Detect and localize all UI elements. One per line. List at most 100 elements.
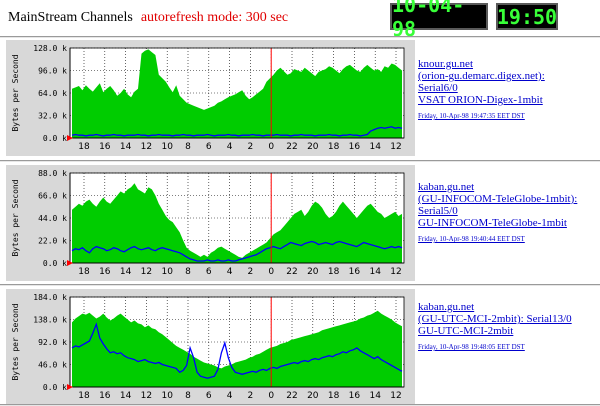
origin-marker [67, 384, 73, 390]
y-tick-label: 32.0 k [38, 112, 67, 121]
x-tick-label: 16 [99, 391, 111, 401]
x-tick-label: 10 [161, 391, 173, 401]
x-tick-label: 4 [227, 142, 233, 152]
x-tick-label: 0 [268, 142, 274, 152]
x-tick-label: 6 [206, 267, 212, 277]
y-tick-label: 64.0 k [38, 89, 67, 98]
channel-link-3-host[interactable]: kaban.gu.net [418, 301, 475, 313]
channel-info-1: knour.gu.net (orion-gu.demarc.digex.net)… [418, 58, 598, 122]
chart-panel-2: 0.0 k 22.0 k 44.0 k 66.0 k 88.0 k 18 16 14 12 10 8… [6, 165, 415, 281]
x-tick-label: 16 [99, 267, 111, 277]
x-tick-label: 14 [369, 391, 381, 401]
y-axis-label: Bytes per Second [11, 54, 20, 131]
led-date-text: 10-04-98 [392, 0, 465, 41]
inbound-area [72, 183, 402, 263]
inbound-area [72, 49, 402, 138]
x-tick-label: 12 [141, 142, 152, 152]
x-tick-label: 20 [307, 267, 319, 277]
x-tick-label: 6 [206, 391, 212, 401]
y-tick-label: 0.0 k [43, 134, 67, 143]
page-header: MainStream Channels autorefresh mode: 30… [8, 8, 288, 32]
x-tick-label: 2 [248, 267, 254, 277]
x-tick-label: 0 [268, 267, 274, 277]
x-tick-label: 2 [248, 142, 254, 152]
x-tick-label: 20 [307, 391, 319, 401]
x-tick-label: 4 [227, 391, 233, 401]
x-tick-label: 14 [120, 391, 132, 401]
x-tick-label: 18 [328, 267, 340, 277]
channel-link-1-line4[interactable]: VSAT ORION-Digex-1mbit [418, 94, 543, 106]
channel-link-1-line2[interactable]: (orion-gu.demarc.digex.net): [418, 70, 545, 82]
traffic-chart-3: 0.0 k 46.0 k 92.0 k 138.0 k 184.0 k 18 16 14 12 1… [6, 289, 415, 405]
x-tick-label: 22 [286, 267, 297, 277]
x-tick-label: 16 [349, 391, 361, 401]
y-tick-label: 128.0 k [33, 44, 67, 53]
x-tick-label: 12 [390, 391, 401, 401]
channel-link-2-line3[interactable]: Serial5/0 [418, 205, 458, 217]
plot-frame [69, 47, 405, 139]
channel-timestamp-1[interactable]: Friday, 10-Apr-98 19:47:35 EET DST [418, 112, 525, 120]
y-tick-label: 138.0 k [33, 316, 67, 325]
x-tick-label: 14 [120, 142, 132, 152]
divider-1 [0, 160, 600, 162]
y-tick-label: 44.0 k [38, 214, 67, 223]
y-tick-label: 88.0 k [38, 169, 67, 178]
channel-info-3: kaban.gu.net (GU-UTC-MCI-2mbit): Serial1… [418, 301, 598, 353]
channel-timestamp-3[interactable]: Friday, 10-Apr-98 19:48:05 EET DST [418, 343, 525, 351]
x-tick-label: 4 [227, 267, 233, 277]
x-tick-label: 12 [141, 391, 152, 401]
y-tick-label: 0.0 k [43, 383, 67, 392]
outbound-line [71, 126, 403, 137]
x-tick-label: 14 [120, 267, 132, 277]
channel-link-1-host[interactable]: knour.gu.net [418, 58, 473, 70]
divider-top [0, 36, 600, 38]
channel-link-3-line3[interactable]: GU-UTC-MCI-2mbit [418, 325, 514, 337]
x-tick-label: 10 [161, 142, 173, 152]
traffic-chart-1: 0.0 k 32.0 k 64.0 k 96.0 k 128.0 k 18 16 14 12 10… [6, 40, 415, 156]
x-tick-label: 8 [185, 267, 191, 277]
divider-2 [0, 284, 600, 286]
channel-link-2-line4[interactable]: GU-INFOCOM-TeleGlobe-1mbit [418, 217, 567, 229]
y-tick-label: 92.0 k [38, 338, 67, 347]
x-tick-label: 8 [185, 142, 191, 152]
y-tick-label: 96.0 k [38, 67, 67, 76]
x-tick-label: 8 [185, 391, 191, 401]
chart-panel-3: 0.0 k 46.0 k 92.0 k 138.0 k 184.0 k 18 16 14 12 1… [6, 289, 415, 405]
x-tick-label: 16 [349, 267, 361, 277]
channel-link-1-line3[interactable]: Serial6/0 [418, 82, 458, 94]
x-tick-label: 18 [328, 142, 340, 152]
y-tick-label: 46.0 k [38, 361, 67, 370]
x-tick-label: 12 [390, 267, 401, 277]
channel-info-2: kaban.gu.net (GU-INFOCOM-TeleGlobe-1mbit… [418, 181, 598, 245]
channel-timestamp-2[interactable]: Friday, 10-Apr-98 19:40:44 EET DST [418, 235, 525, 243]
y-tick-label: 66.0 k [38, 192, 67, 201]
outbound-line [71, 240, 403, 262]
led-time-display: 19:50 [496, 3, 558, 30]
led-date-display: 10-04-98 [390, 0, 488, 41]
origin-marker [67, 135, 73, 141]
inbound-area [72, 310, 402, 387]
x-tick-label: 2 [248, 391, 254, 401]
x-tick-label: 14 [369, 267, 381, 277]
x-tick-label: 12 [141, 267, 152, 277]
y-axis-label: Bytes per Second [11, 179, 20, 256]
x-tick-label: 14 [369, 142, 381, 152]
x-tick-label: 18 [78, 391, 90, 401]
plot-frame [69, 172, 405, 264]
y-tick-label: 22.0 k [38, 237, 67, 246]
x-tick-label: 18 [78, 142, 90, 152]
channel-link-2-line2[interactable]: (GU-INFOCOM-TeleGlobe-1mbit): [418, 193, 578, 205]
chart-panel-1: 0.0 k 32.0 k 64.0 k 96.0 k 128.0 k 18 16 14 12 10… [6, 40, 415, 156]
x-tick-label: 0 [268, 391, 274, 401]
x-tick-label: 16 [349, 142, 361, 152]
x-tick-label: 10 [161, 267, 173, 277]
x-tick-label: 18 [78, 267, 90, 277]
channel-link-3-line2[interactable]: (GU-UTC-MCI-2mbit): Serial13/0 [418, 313, 572, 325]
plot-frame [69, 296, 405, 388]
x-tick-label: 22 [286, 391, 297, 401]
x-tick-label: 22 [286, 142, 297, 152]
channel-link-2-host[interactable]: kaban.gu.net [418, 181, 475, 193]
led-time-text: 19:50 [496, 4, 558, 29]
x-tick-label: 6 [206, 142, 212, 152]
x-tick-label: 18 [328, 391, 340, 401]
